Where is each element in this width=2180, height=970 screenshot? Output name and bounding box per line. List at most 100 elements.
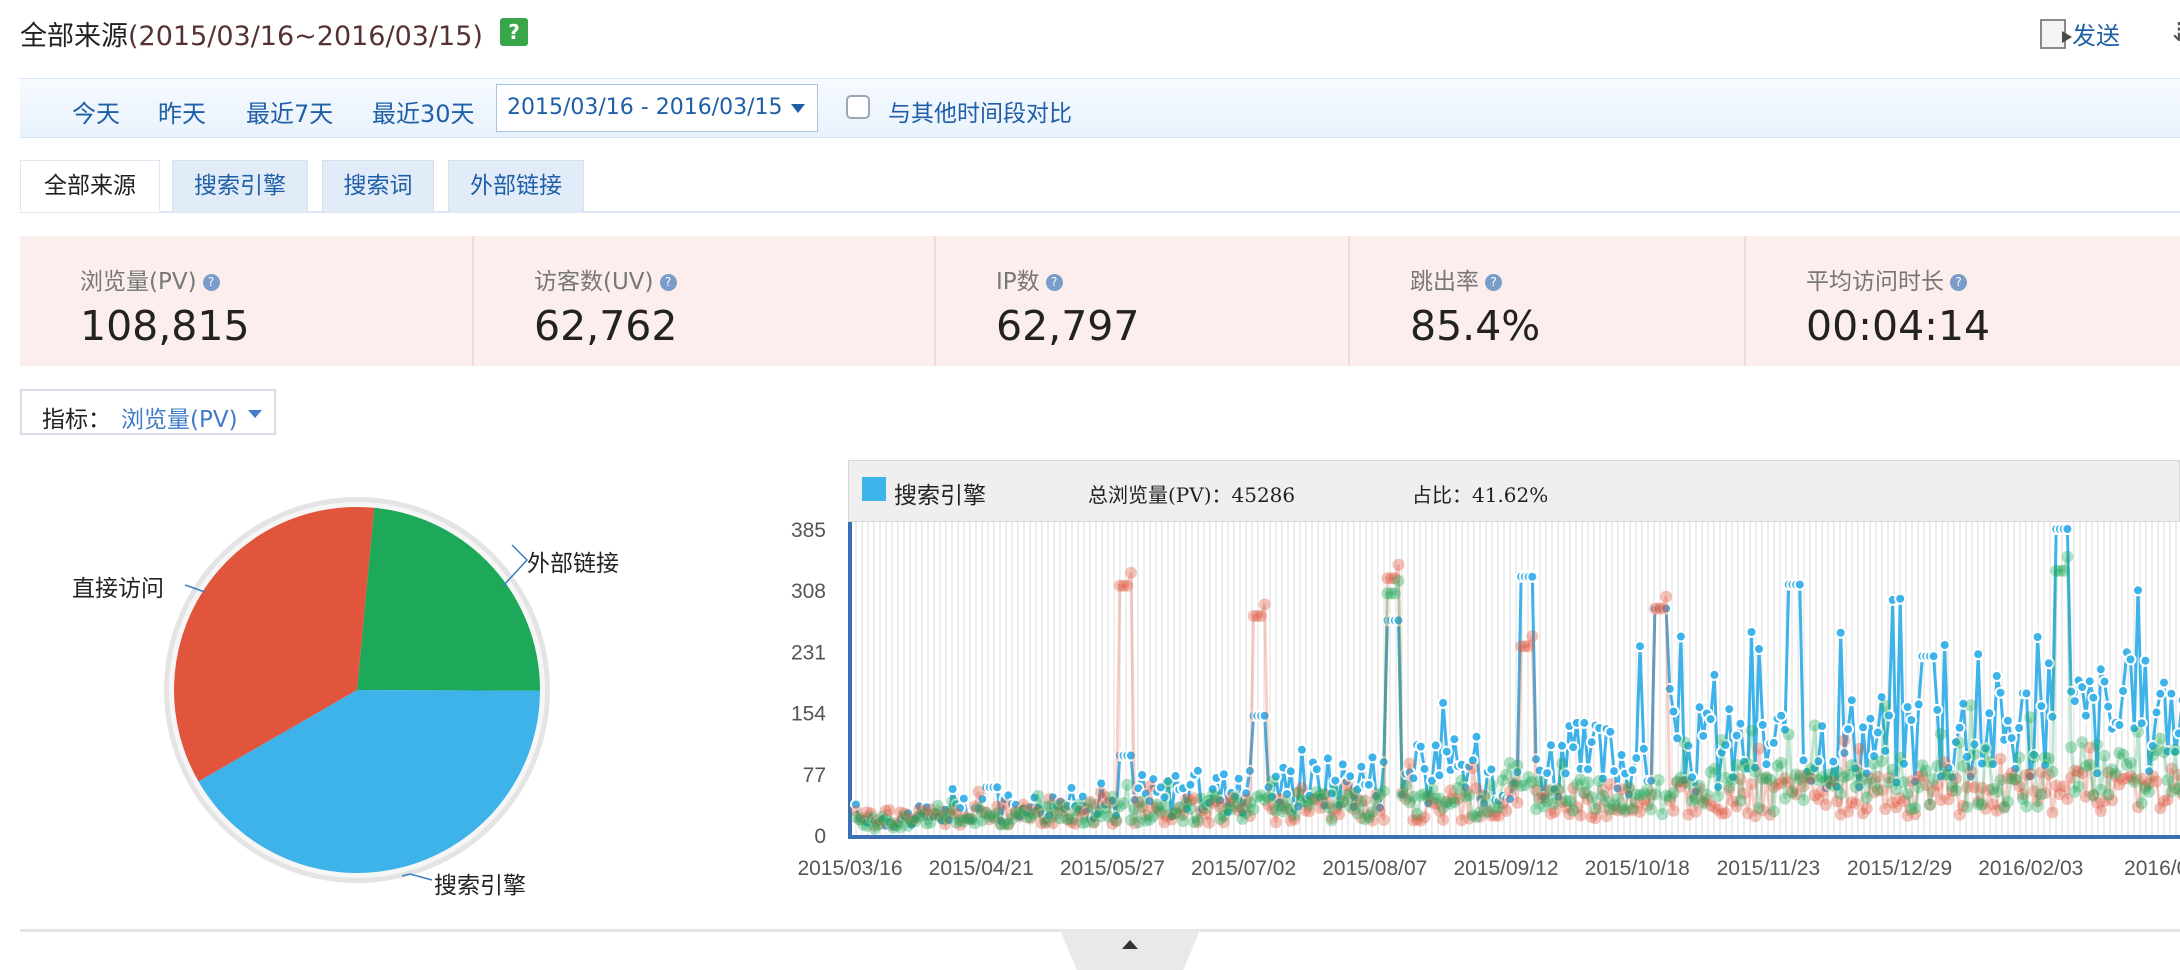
chart-legend-bar [848, 460, 2180, 522]
series-point-external [1396, 789, 1409, 802]
tab-search-terms[interactable]: 搜索词 [322, 160, 434, 212]
series-point-external [1281, 795, 1293, 808]
series-point-external [1979, 742, 1992, 755]
series-point-search [1634, 640, 1646, 653]
series-point-external [924, 816, 937, 829]
series-point-search [2087, 691, 2100, 704]
series-point-direct [1938, 756, 1951, 769]
series-point-search [1169, 769, 1182, 782]
series-point-direct [950, 808, 963, 821]
series-point-search [2176, 694, 2180, 706]
series-point-search [1214, 794, 1227, 807]
metric-pv: 浏览量(PV)? 108,815 [20, 236, 474, 366]
series-point-external [883, 815, 896, 828]
series-point-external [1113, 800, 1126, 813]
help-icon[interactable]: ? [1045, 274, 1063, 291]
series-point-external [1046, 810, 1059, 823]
series-point-external [1652, 774, 1665, 786]
series-point-search [1909, 775, 1921, 788]
help-icon[interactable]: ? [500, 18, 528, 46]
series-point-search [1805, 774, 1817, 787]
metric-label: IP数? [996, 262, 1063, 296]
series-point-external [1819, 774, 1832, 787]
series-point-external [1637, 787, 1650, 800]
series-point-search [1883, 709, 1895, 722]
tab-external-links[interactable]: 外部链接 [448, 160, 584, 212]
help-icon[interactable]: ? [202, 274, 220, 291]
compare-checkbox[interactable] [846, 95, 870, 119]
series-point-direct [1634, 806, 1646, 818]
series-point-search [1990, 670, 2003, 682]
series-point-external [1225, 803, 1238, 816]
indicator-select[interactable]: 指标： 浏览量(PV) [20, 389, 276, 435]
series-point-external [972, 802, 985, 814]
series-point-direct [1292, 786, 1305, 799]
series-point-direct [2132, 801, 2144, 814]
series-point-direct [939, 818, 952, 831]
series-point-external [1087, 815, 1100, 828]
tab-search-engine[interactable]: 搜索引擎 [172, 160, 308, 212]
series-point-direct [1061, 813, 1074, 826]
series-point-external [2027, 751, 2040, 764]
quick-range-7days[interactable]: 最近7天 [246, 100, 334, 128]
series-point-external [1871, 784, 1884, 797]
collapse-toggle[interactable] [1060, 930, 1200, 970]
quick-range-today[interactable]: 今天 [72, 100, 120, 128]
series-point-direct [1518, 640, 1531, 653]
date-range-select[interactable]: 2015/03/16 - 2016/03/15 [496, 84, 818, 132]
compare-label[interactable]: 与其他时间段对比 [888, 101, 1072, 127]
download-icon[interactable]: ⇣ [2168, 18, 2180, 48]
help-icon[interactable]: ? [1950, 274, 1967, 291]
series-point-search [1229, 790, 1241, 803]
series-point-external [1630, 788, 1643, 801]
series-point-direct [1277, 800, 1290, 813]
help-icon[interactable]: ? [659, 274, 677, 291]
series-point-search [1544, 739, 1557, 752]
series-point-direct [1426, 796, 1438, 809]
series-point-external [1909, 802, 1921, 815]
series-point-search [1325, 787, 1338, 800]
y-tick-label: 308 [791, 580, 826, 603]
series-point-search [2172, 727, 2180, 740]
series-point-search [1526, 570, 1539, 583]
series-point-external [898, 810, 911, 823]
send-button[interactable]: 发送 [2040, 16, 2120, 51]
series-point-direct [1975, 781, 1988, 794]
series-point-direct [1927, 785, 1940, 798]
series-point-direct [850, 804, 862, 817]
series-point-external [1006, 812, 1019, 825]
series-point-direct [1593, 801, 1606, 814]
page-title-text: 全部来源 [20, 21, 128, 52]
series-point-direct [1191, 816, 1204, 829]
series-point-external [2098, 749, 2111, 762]
series-point-external [1162, 777, 1175, 790]
series-point-direct [1723, 784, 1736, 797]
series-point-external [1693, 779, 1706, 792]
series-point-external [2091, 738, 2104, 751]
series-point-external [1474, 805, 1487, 818]
quick-range-30days[interactable]: 最近30天 [372, 100, 475, 128]
series-point-external [1593, 774, 1606, 787]
series-point-external [1797, 794, 1810, 806]
series-point-external [1403, 796, 1416, 809]
series-point-search [1912, 698, 1925, 711]
series-point-direct [1266, 803, 1279, 816]
series-point-external [2109, 767, 2122, 780]
series-point-external [890, 819, 903, 832]
quick-range-yesterday[interactable]: 昨天 [158, 100, 206, 128]
series-point-search [1269, 770, 1282, 783]
series-point-search [1203, 796, 1215, 809]
series-point-direct [1630, 796, 1643, 809]
series-point-direct [1608, 803, 1620, 815]
metric-value: 85.4% [1410, 302, 1541, 350]
tab-all-sources[interactable]: 全部来源 [20, 160, 160, 212]
help-icon[interactable]: ? [1485, 274, 1502, 291]
series-point-external [1726, 773, 1739, 786]
series-point-external [1779, 792, 1791, 805]
series-point-external [1243, 796, 1256, 809]
series-point-external [887, 821, 900, 834]
series-point-direct [935, 805, 948, 818]
series-point-external [1002, 818, 1015, 831]
series-point-search [2117, 685, 2130, 697]
series-point-external [1214, 812, 1227, 825]
